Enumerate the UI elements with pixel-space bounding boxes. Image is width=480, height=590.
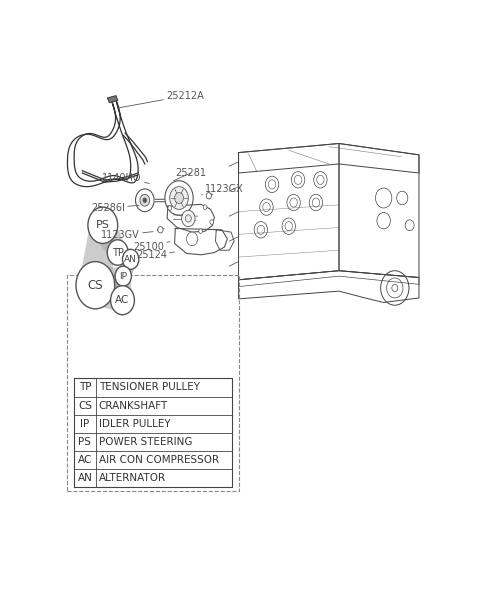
Circle shape (186, 232, 198, 245)
Text: IP: IP (80, 419, 90, 429)
Text: IDLER PULLEY: IDLER PULLEY (99, 419, 170, 429)
Text: AIR CON COMPRESSOR: AIR CON COMPRESSOR (99, 455, 219, 465)
Circle shape (165, 181, 193, 215)
Circle shape (210, 220, 214, 224)
Text: AC: AC (78, 455, 92, 465)
Polygon shape (108, 96, 118, 103)
Text: 1140HO: 1140HO (102, 172, 149, 183)
Circle shape (181, 210, 195, 227)
Text: CRANKSHAFT: CRANKSHAFT (99, 401, 168, 411)
Text: PS: PS (79, 437, 91, 447)
Text: AN: AN (124, 255, 137, 264)
Polygon shape (89, 267, 127, 312)
Circle shape (76, 261, 115, 309)
Text: 25281: 25281 (173, 168, 206, 181)
Circle shape (135, 189, 154, 212)
Polygon shape (167, 204, 215, 232)
Circle shape (158, 227, 163, 233)
Circle shape (185, 215, 192, 222)
Circle shape (107, 240, 128, 266)
Circle shape (206, 192, 211, 199)
Circle shape (170, 186, 188, 209)
Text: 1123GX: 1123GX (202, 184, 244, 195)
Circle shape (168, 206, 172, 210)
Polygon shape (91, 266, 125, 304)
Circle shape (88, 207, 118, 244)
Text: POWER STEERING: POWER STEERING (99, 437, 192, 447)
Circle shape (199, 229, 203, 234)
Text: 25100: 25100 (133, 242, 170, 252)
Circle shape (203, 205, 207, 209)
Text: IP: IP (119, 271, 127, 281)
Text: TP: TP (79, 382, 91, 392)
Bar (67, 275, 239, 491)
Circle shape (175, 192, 183, 204)
Polygon shape (92, 217, 125, 258)
Text: ALTERNATOR: ALTERNATOR (99, 473, 166, 483)
Polygon shape (112, 276, 132, 301)
Circle shape (122, 250, 139, 269)
Polygon shape (216, 230, 234, 250)
Text: TP: TP (112, 248, 123, 257)
Polygon shape (79, 223, 115, 289)
Text: 25124: 25124 (136, 250, 175, 260)
Polygon shape (114, 242, 133, 267)
Text: 25286I: 25286I (91, 203, 139, 213)
Text: AC: AC (115, 295, 130, 305)
Polygon shape (117, 255, 137, 280)
Text: CS: CS (78, 401, 92, 411)
Polygon shape (175, 228, 228, 255)
Text: TENSIONER PULLEY: TENSIONER PULLEY (99, 382, 200, 392)
Text: 25212A: 25212A (118, 91, 204, 108)
Text: AN: AN (77, 473, 92, 483)
Circle shape (115, 266, 132, 286)
Text: CS: CS (87, 278, 103, 291)
Circle shape (110, 286, 134, 314)
Circle shape (143, 198, 147, 202)
Text: 1123GV: 1123GV (101, 230, 153, 240)
Circle shape (140, 194, 150, 206)
Text: PS: PS (96, 220, 110, 230)
